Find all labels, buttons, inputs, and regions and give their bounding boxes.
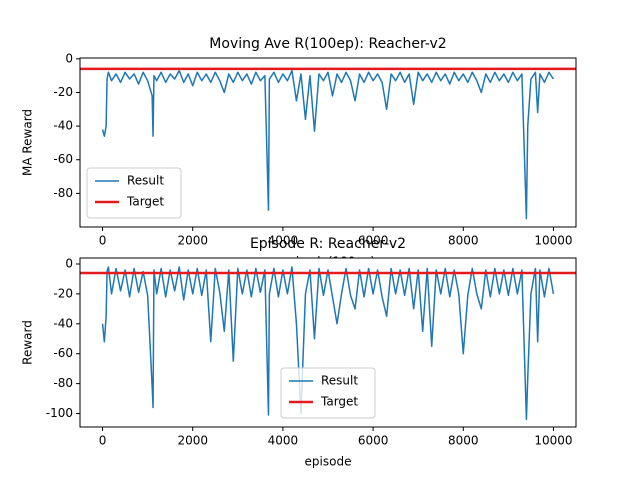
chart-title: Episode R: Reacher-v2 xyxy=(250,236,406,252)
x-tick-label: 0 xyxy=(99,234,107,248)
y-tick-label: -40 xyxy=(53,119,73,133)
axes-frame xyxy=(79,257,577,428)
y-tick-label: -80 xyxy=(53,186,73,200)
x-axis-label: episode xyxy=(305,455,352,469)
y-tick-label: 0 xyxy=(65,256,73,270)
legend-label: Result xyxy=(127,174,164,188)
y-tick-label: -80 xyxy=(53,376,73,390)
y-tick-label: -20 xyxy=(53,286,73,300)
chart-title: Moving Ave R(100ep): Reacher-v2 xyxy=(209,36,446,52)
y-tick-label: -60 xyxy=(53,346,73,360)
y-tick-label: -20 xyxy=(53,85,73,99)
y-tick-label: -40 xyxy=(53,316,73,330)
y-axis-label: MA Reward xyxy=(21,109,35,176)
y-axis-label: Reward xyxy=(21,320,35,365)
x-tick-label: 2000 xyxy=(177,434,208,448)
x-tick-label: 8000 xyxy=(448,234,479,248)
x-tick-label: 10000 xyxy=(534,234,572,248)
legend-label: Target xyxy=(320,395,358,409)
y-tick-label: -60 xyxy=(53,152,73,166)
x-tick-label: 4000 xyxy=(268,434,299,448)
result-line xyxy=(101,69,555,220)
result-line xyxy=(101,266,555,421)
y-tick-label: -100 xyxy=(46,406,73,420)
axes-frame xyxy=(79,57,577,228)
x-tick-label: 10000 xyxy=(534,434,572,448)
legend-label: Target xyxy=(126,195,164,209)
y-tick-label: 0 xyxy=(65,51,73,65)
x-tick-label: 6000 xyxy=(358,434,389,448)
x-tick-label: 0 xyxy=(99,434,107,448)
x-tick-label: 6000 xyxy=(358,234,389,248)
x-tick-label: 4000 xyxy=(268,234,299,248)
legend-label: Result xyxy=(321,374,358,388)
x-tick-label: 8000 xyxy=(448,434,479,448)
x-tick-label: 2000 xyxy=(177,234,208,248)
